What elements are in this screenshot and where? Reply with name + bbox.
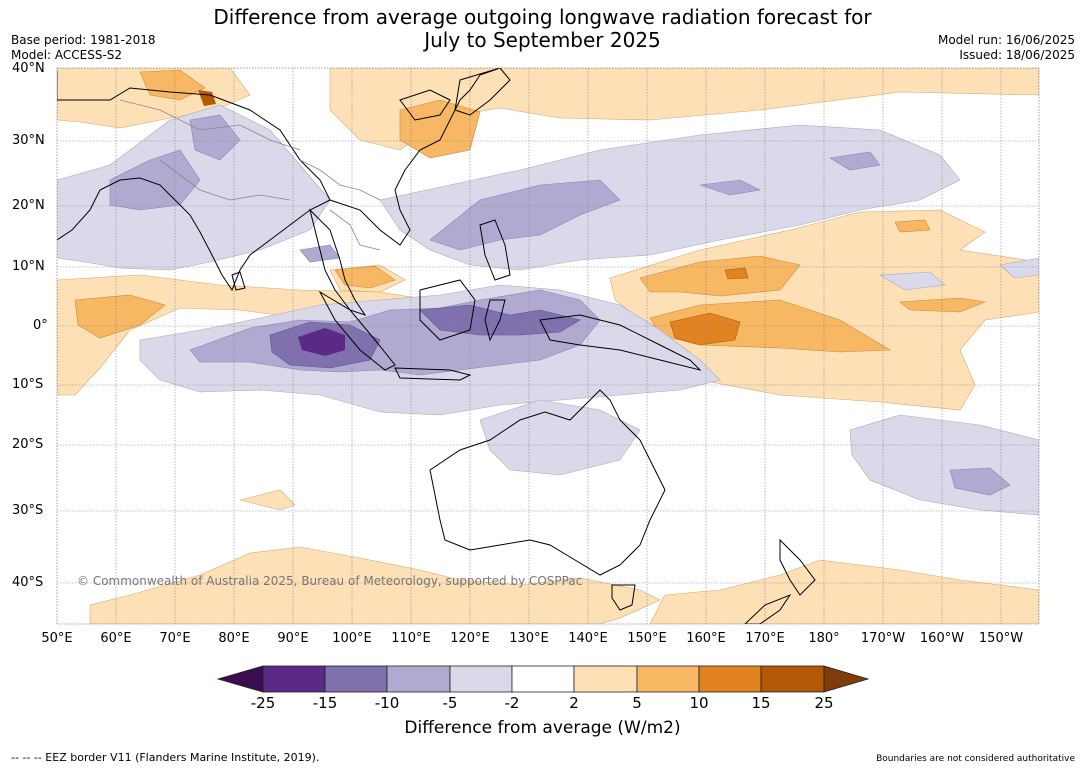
colorbar-tick: -5 [442, 694, 458, 712]
lon-label: 150°W [978, 631, 1024, 646]
coastlines [57, 68, 816, 624]
colorbar-seg-1 [262, 665, 326, 693]
coast-malay-peninsula [309, 208, 367, 316]
colorbar-tick: -10 [374, 694, 400, 712]
colorbar-seg-5 [511, 665, 575, 693]
colorbar-tick: 5 [632, 694, 642, 712]
lat-label: 10°S [12, 377, 44, 392]
issued-date: Issued: 18/06/2025 [959, 48, 1075, 62]
coast-korea [399, 89, 451, 121]
lat-label: 0° [33, 318, 48, 333]
colorbar-seg-4 [449, 665, 513, 693]
lon-label: 120°E [450, 631, 490, 646]
coast-sri-lanka [231, 271, 246, 291]
lat-label: 30°S [12, 503, 44, 518]
model-name: Model: ACCESS-S2 [11, 48, 123, 62]
boundary-disclaimer: Boundaries are not considered authoritat… [876, 754, 1075, 764]
positive-anomaly-strong [669, 267, 749, 346]
lon-label: 70°E [159, 631, 191, 646]
colorbar-tick: -2 [504, 694, 520, 712]
title-line-2: July to September 2025 [424, 28, 661, 52]
base-period: Base period: 1981-2018 [11, 33, 156, 47]
coast-south-asia [57, 70, 331, 292]
colorbar-seg-3 [386, 665, 451, 693]
colorbar-tick: 10 [689, 694, 709, 712]
lon-label: 90°E [277, 631, 309, 646]
coast-nz-south [744, 593, 792, 624]
lon-label: 110°E [391, 631, 431, 646]
lon-label: 60°E [100, 631, 132, 646]
coast-philippines [479, 219, 511, 281]
coast-nz-north [779, 538, 816, 596]
coast-new-guinea [539, 314, 702, 371]
lat-label: 20°S [12, 437, 44, 452]
map-frame [56, 67, 1040, 625]
coast-australia [429, 389, 666, 576]
colorbar-seg-7 [636, 665, 700, 693]
colorbar [216, 665, 870, 693]
lon-label: 180° [808, 631, 840, 646]
coast-java [394, 367, 472, 381]
coast-east-asia [329, 68, 501, 246]
coast-japan [454, 68, 511, 116]
coast-sumatra [318, 290, 396, 371]
lon-label: 140°E [568, 631, 608, 646]
colorbar-tick: 2 [569, 694, 579, 712]
colorbar-seg-8 [698, 665, 762, 693]
borders [119, 99, 381, 251]
colorbar-tick: 15 [751, 694, 771, 712]
colorbar-seg-9 [760, 665, 825, 693]
graticule [57, 68, 1039, 624]
lon-label: 160°W [919, 631, 965, 646]
lat-label: 20°N [12, 198, 45, 213]
eez-note: -- -- -- EEZ border V11 (Flanders Marine… [11, 751, 320, 764]
meta-left: Base period: 1981-2018 Model: ACCESS-S2 [11, 33, 156, 63]
negative-anomaly-peak [298, 328, 345, 356]
colorbar-tick: -15 [312, 694, 338, 712]
lon-label: 100°E [332, 631, 372, 646]
lat-label: 10°N [12, 259, 45, 274]
lat-label: 40°S [12, 575, 44, 590]
title-line-1: Difference from average outgoing longwav… [213, 5, 872, 29]
model-run: Model run: 16/06/2025 [937, 33, 1075, 47]
coast-tasmania [611, 584, 636, 611]
lon-label: 170°E [745, 631, 785, 646]
colorbar-extend-high [823, 665, 870, 693]
colorbar-tick: 25 [814, 694, 834, 712]
lat-label: 30°N [12, 133, 45, 148]
lon-label: 160°E [686, 631, 726, 646]
lat-label: 40°N [12, 61, 45, 76]
colorbar-seg-6 [573, 665, 638, 693]
lon-label: 50°E [41, 631, 73, 646]
colorbar-title: Difference from average (W/m2) [404, 718, 681, 738]
coast-borneo [419, 279, 476, 341]
colorbar-seg-2 [324, 665, 388, 693]
meta-right: Model run: 16/06/2025 Issued: 18/06/2025 [938, 33, 1075, 63]
lon-label: 150°E [627, 631, 667, 646]
colorbar-tick: -25 [250, 694, 276, 712]
lon-label: 80°E [218, 631, 250, 646]
lon-label: 170°W [860, 631, 906, 646]
coast-sulawesi [484, 299, 506, 342]
copyright-notice: © Commonwealth of Australia 2025, Bureau… [77, 574, 583, 588]
lon-label: 130°E [509, 631, 549, 646]
colorbar-extend-low [216, 665, 264, 693]
